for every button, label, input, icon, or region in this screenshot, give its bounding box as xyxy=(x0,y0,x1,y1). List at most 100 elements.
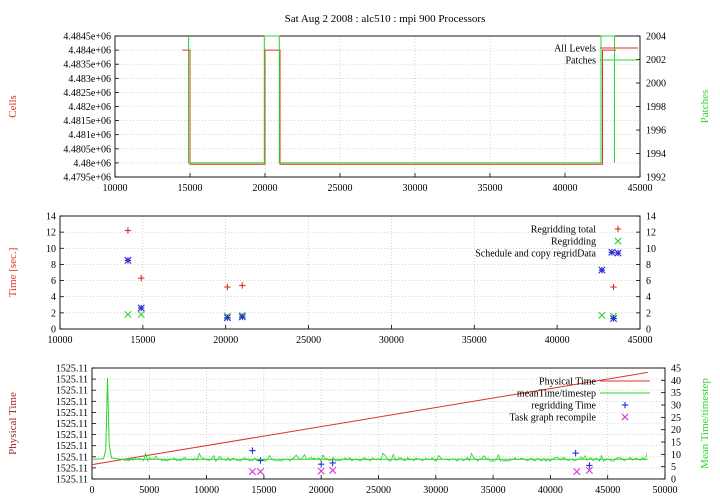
x-tick-label: 30000 xyxy=(379,335,404,346)
legend-label-physical-time: Physical Time xyxy=(539,377,597,388)
y-tick-label: 4.4795e+06 xyxy=(63,173,111,184)
x-tick-label: 10000 xyxy=(48,335,73,346)
data-point-regridding-total xyxy=(124,227,132,234)
x-tick-label: 40000 xyxy=(538,485,563,496)
x-tick-label: 35000 xyxy=(481,485,506,496)
chart-panel-3: 1525.111525.111525.111525.111525.111525.… xyxy=(7,364,711,497)
y2-tick-label: 2000 xyxy=(646,79,666,90)
legend-label-regridding-time: regridding Time xyxy=(531,401,596,412)
y-tick-label: 1525.11 xyxy=(56,364,88,375)
y2-tick-label: 0 xyxy=(646,325,651,336)
legend-marker-schedule-and-copy-regriddata xyxy=(614,249,622,257)
x-tick-label: 45000 xyxy=(595,485,620,496)
plot-frame xyxy=(59,215,641,330)
y-tick-label: 1525.11 xyxy=(56,386,88,397)
y2-axis-label: Patches xyxy=(699,90,711,124)
legend-marker-regridding-total xyxy=(614,225,622,233)
y-tick-label: 1525.11 xyxy=(56,463,88,474)
x-tick-label: 10000 xyxy=(103,183,128,194)
y-tick-label: 8 xyxy=(51,260,56,271)
y-tick-label: 4 xyxy=(51,292,56,303)
legend-label-task-graph-recompile: Task graph recompile xyxy=(510,413,597,424)
y2-tick-label: 10 xyxy=(646,244,656,255)
y2-tick-label: 20 xyxy=(671,425,681,436)
series-line-all-levels xyxy=(182,49,616,165)
x-tick-label: 5000 xyxy=(139,485,159,496)
x-tick-label: 25000 xyxy=(296,335,321,346)
y2-tick-label: 2 xyxy=(646,308,651,319)
chart-panel-2: 0 2 4 6 8 10 12 14 0 2 4 6 8 10 12 14 10000 15000 20000 250… xyxy=(7,212,656,347)
y-tick-label: 4.48e+06 xyxy=(73,158,111,169)
y-tick-label: 12 xyxy=(46,228,56,239)
x-tick-label: 20000 xyxy=(253,183,278,194)
y2-tick-label: 8 xyxy=(646,260,651,271)
data-point-task-graph-recompile xyxy=(317,467,325,475)
data-point-schedule-and-copy-regriddata xyxy=(238,313,246,321)
y2-tick-label: 5 xyxy=(671,462,676,473)
data-point-regridding xyxy=(124,310,132,319)
plot-frame xyxy=(91,367,666,480)
x-tick-label: 25000 xyxy=(366,485,391,496)
y2-tick-label: 25 xyxy=(671,413,681,424)
data-point-regridding-total xyxy=(239,282,246,289)
x-tick-label: 40000 xyxy=(545,335,570,346)
chart-panels: 4.4795e+06 4.48e+06 4.4805e+06 4.481e+06 4.4… xyxy=(7,32,711,497)
legend-marker-regridding xyxy=(614,237,622,245)
data-point-schedule-and-copy-regriddata xyxy=(223,314,231,322)
legend-label-meantime-timestep: meanTime/timestep xyxy=(517,389,596,400)
legend-label-schedule-and-copy-regriddata: Schedule and copy regridData xyxy=(475,249,596,260)
x-tick-label: 15000 xyxy=(130,335,155,346)
data-point-schedule-and-copy-regriddata xyxy=(608,248,616,256)
y-tick-label: 10 xyxy=(46,244,56,255)
y-tick-label: 4.4845e+06 xyxy=(63,32,111,43)
y-tick-label: 1525.11 xyxy=(56,397,88,408)
y-tick-label: 1525.11 xyxy=(56,475,88,486)
y-tick-label: 6 xyxy=(51,276,56,287)
y-tick-label: 1525.11 xyxy=(56,430,88,441)
y-tick-label: 4.4835e+06 xyxy=(63,60,111,71)
legend-marker-regridding-time xyxy=(621,401,629,409)
data-point-regridding-time xyxy=(257,457,264,464)
chart-panel-1: 4.4795e+06 4.48e+06 4.4805e+06 4.481e+06 4.4… xyxy=(7,32,711,195)
data-point-schedule-and-copy-regriddata xyxy=(137,304,145,312)
y-tick-label: 4.4825e+06 xyxy=(63,88,111,99)
y-tick-label: 1525.11 xyxy=(56,419,88,430)
legend-label-regridding: Regridding xyxy=(551,237,596,248)
y2-tick-label: 4 xyxy=(646,292,651,303)
data-point-regridding xyxy=(137,310,145,319)
y-axis-label: Cells xyxy=(7,95,19,118)
y-tick-label: 2 xyxy=(51,308,56,319)
x-tick-label: 0 xyxy=(90,485,95,496)
y2-tick-label: 6 xyxy=(646,276,651,287)
y2-tick-label: 35 xyxy=(671,388,681,399)
y2-tick-label: 14 xyxy=(646,212,656,223)
legend-label-all-levels: All Levels xyxy=(554,44,596,55)
data-point-regridding-total xyxy=(224,283,231,291)
figure-title: Sat Aug 2 2008 : alc510 : mpi 900 Proces… xyxy=(285,13,486,25)
data-point-regridding-time xyxy=(572,449,579,457)
y2-tick-label: 30 xyxy=(671,401,681,412)
y-tick-label: 1525.11 xyxy=(56,452,88,463)
series-line-physical-time xyxy=(91,371,648,466)
legend-label-patches: Patches xyxy=(565,56,596,67)
y2-tick-label: 12 xyxy=(646,228,656,239)
y2-tick-label: 10 xyxy=(671,450,681,461)
data-point-schedule-and-copy-regriddata xyxy=(609,314,618,323)
y2-tick-label: 1994 xyxy=(646,149,666,160)
y2-axis-label: Mean Time/timestep xyxy=(699,378,711,469)
y-tick-label: 4.481e+06 xyxy=(68,130,111,141)
data-point-task-graph-recompile xyxy=(256,468,265,476)
x-tick-label: 40000 xyxy=(553,183,578,194)
x-tick-label: 15000 xyxy=(251,485,276,496)
y-tick-label: 4.483e+06 xyxy=(68,74,111,85)
y2-tick-label: 2002 xyxy=(646,55,666,66)
y2-tick-label: 45 xyxy=(671,364,681,375)
data-point-task-graph-recompile xyxy=(329,466,337,474)
data-point-regridding-total xyxy=(610,283,617,291)
data-point-regridding-time xyxy=(329,459,336,467)
x-tick-label: 45000 xyxy=(628,183,653,194)
y2-tick-label: 15 xyxy=(671,438,681,449)
y-tick-label: 1525.11 xyxy=(56,441,88,452)
x-tick-label: 20000 xyxy=(213,335,238,346)
